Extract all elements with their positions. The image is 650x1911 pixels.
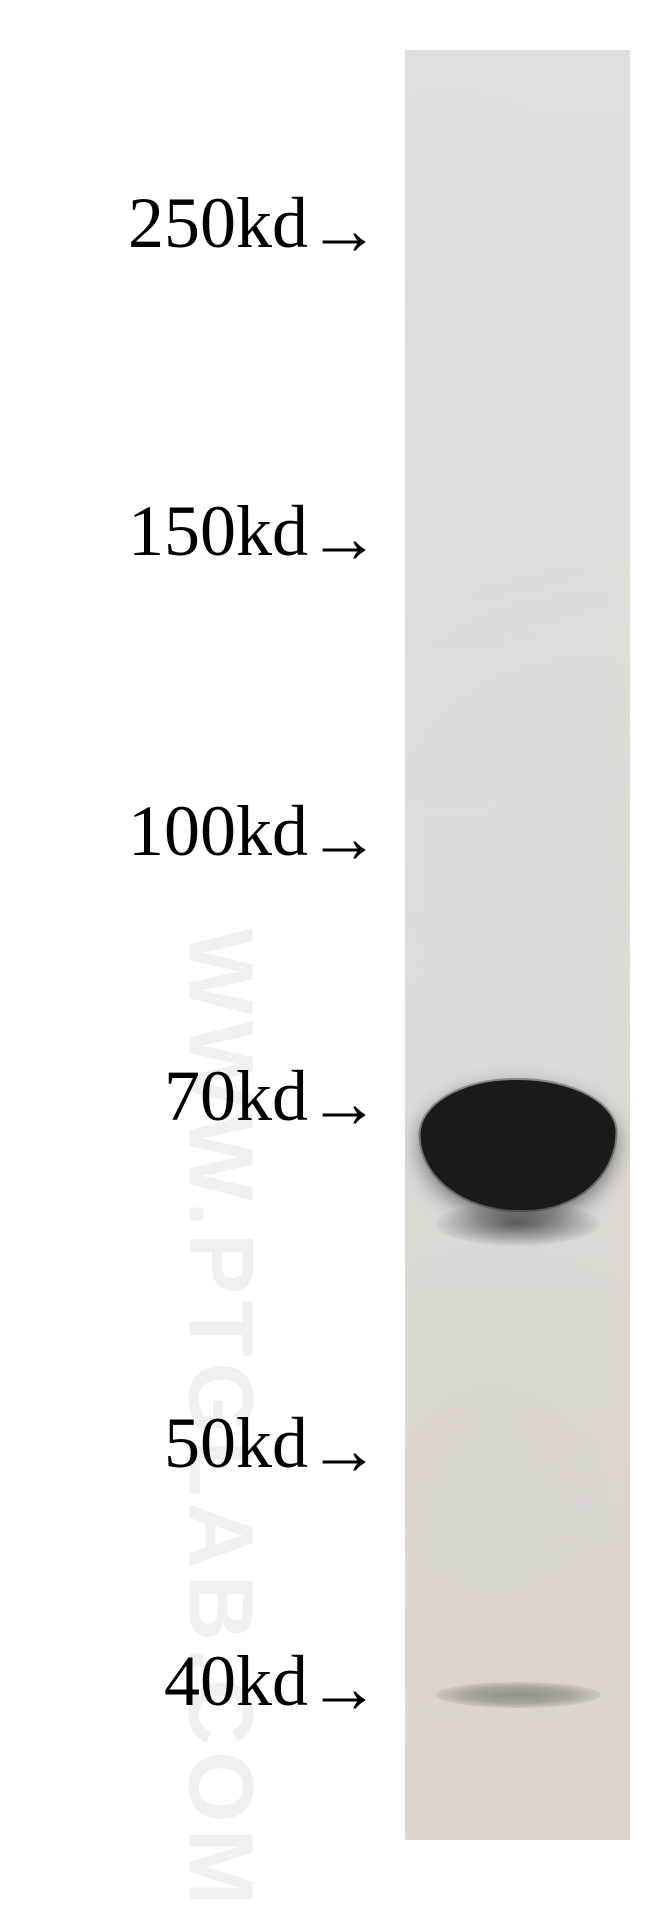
marker-text: 150kd: [128, 491, 308, 571]
marker-40kd: 40kd→: [164, 1640, 380, 1730]
marker-70kd: 70kd→: [164, 1055, 380, 1145]
primary-band-70kd: [420, 1080, 615, 1210]
marker-text: 70kd: [164, 1056, 308, 1136]
arrow-icon: →: [308, 189, 380, 272]
marker-text: 50kd: [164, 1403, 308, 1483]
gel-lane: [405, 50, 630, 1840]
marker-250kd: 250kd→: [128, 182, 380, 272]
arrow-icon: →: [308, 1647, 380, 1730]
marker-150kd: 150kd→: [128, 490, 380, 580]
faint-band-40kd: [435, 1682, 600, 1708]
marker-text: 250kd: [128, 183, 308, 263]
marker-100kd: 100kd→: [128, 790, 380, 880]
arrow-icon: →: [308, 1062, 380, 1145]
arrow-icon: →: [308, 1409, 380, 1492]
arrow-icon: →: [308, 497, 380, 580]
arrow-icon: →: [308, 797, 380, 880]
marker-50kd: 50kd→: [164, 1402, 380, 1492]
blot-container: 250kd→ 150kd→ 100kd→ 70kd→ 50kd→ 40kd→ W…: [0, 0, 650, 1855]
marker-text: 40kd: [164, 1641, 308, 1721]
marker-text: 100kd: [128, 791, 308, 871]
